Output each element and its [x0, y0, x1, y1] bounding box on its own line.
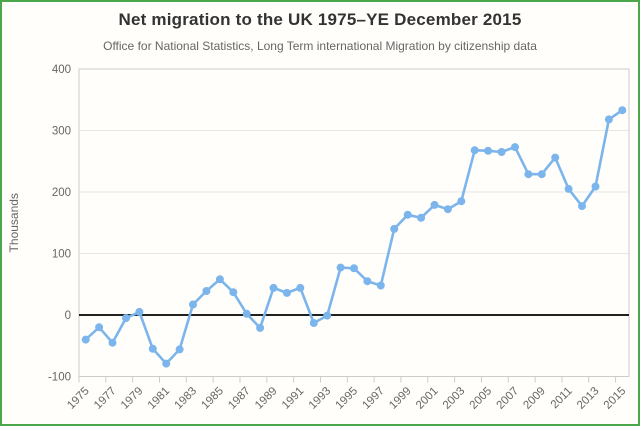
data-point[interactable] [443, 205, 452, 214]
x-axis-tick-label: 2005 [468, 385, 495, 412]
x-axis-tick-label: 1991 [280, 385, 307, 412]
data-point[interactable] [350, 264, 358, 273]
data-point[interactable] [282, 288, 291, 297]
plot-border [78, 68, 630, 377]
x-axis-tick-label: 2011 [549, 385, 575, 411]
x-axis-tick-label: 2013 [575, 385, 602, 412]
x-axis-tick-label: 1987 [226, 385, 253, 412]
data-point[interactable] [430, 200, 439, 209]
data-point[interactable] [564, 184, 573, 193]
data-point[interactable] [296, 283, 305, 292]
x-axis-tick-label: 2001 [414, 385, 441, 412]
data-point[interactable] [363, 277, 372, 286]
data-point[interactable] [417, 213, 426, 222]
data-point[interactable] [189, 300, 197, 309]
data-point[interactable] [511, 143, 519, 152]
data-point[interactable] [229, 288, 238, 297]
x-axis-tick-label: 1983 [173, 385, 200, 412]
x-axis-tick-label: 1995 [334, 385, 361, 412]
x-axis-tick-label: 2007 [495, 385, 522, 412]
data-point[interactable] [148, 344, 157, 353]
x-axis-tick-label: 1997 [360, 385, 387, 412]
x-axis-tick-label: 1975 [65, 385, 92, 412]
data-point[interactable] [524, 170, 533, 179]
x-axis-tick-label: 2003 [441, 385, 468, 412]
y-axis-tick-label: 400 [52, 64, 71, 76]
data-point[interactable] [135, 307, 144, 316]
x-axis-tick-label: 1981 [146, 385, 173, 412]
data-point[interactable] [122, 314, 130, 323]
series-line [84, 108, 624, 365]
data-point[interactable] [618, 106, 627, 115]
data-point[interactable] [108, 338, 117, 347]
data-point[interactable] [162, 359, 171, 368]
data-point[interactable] [403, 210, 412, 219]
x-axis-tick-label: 1993 [307, 385, 334, 412]
y-axis-title: Thousands [7, 193, 21, 252]
data-point[interactable] [484, 146, 493, 155]
y-axis-tick-label: 200 [52, 187, 71, 199]
y-axis-tick-label: 100 [52, 249, 71, 261]
y-axis-tick-label: 0 [65, 310, 71, 322]
data-point[interactable] [470, 146, 479, 155]
x-axis-tick-label: 1977 [92, 385, 119, 412]
data-point[interactable] [457, 197, 466, 206]
x-axis-tick-label: 1999 [387, 385, 414, 412]
y-axis-tick-label: -100 [48, 372, 71, 384]
data-point[interactable] [95, 323, 104, 332]
data-point[interactable] [551, 153, 560, 162]
data-point[interactable] [591, 182, 600, 191]
x-axis-tick-label: 2009 [521, 385, 548, 412]
x-axis-tick-label: 2015 [602, 385, 629, 412]
data-point[interactable] [390, 224, 399, 233]
data-point[interactable] [202, 287, 211, 295]
data-point[interactable] [175, 345, 184, 354]
y-axis-tick-label: 300 [52, 126, 71, 138]
data-point[interactable] [578, 202, 586, 211]
data-point[interactable] [537, 170, 546, 179]
data-point[interactable] [309, 319, 318, 327]
data-point[interactable] [269, 283, 278, 292]
data-point[interactable] [215, 275, 224, 284]
data-point[interactable] [604, 115, 613, 124]
data-point[interactable] [242, 309, 251, 318]
x-axis-tick-label: 1979 [119, 385, 146, 412]
chart-subtitle: Office for National Statistics, Long Ter… [103, 39, 537, 53]
data-point[interactable] [376, 281, 385, 290]
data-point[interactable] [323, 311, 332, 320]
data-point[interactable] [497, 148, 506, 156]
chart-title: Net migration to the UK 1975–YE December… [118, 10, 522, 29]
data-point[interactable] [81, 335, 90, 344]
x-axis-tick-label: 1989 [253, 385, 280, 412]
data-point[interactable] [336, 263, 345, 272]
data-point[interactable] [256, 323, 265, 332]
x-axis-tick-label: 1985 [199, 385, 226, 412]
